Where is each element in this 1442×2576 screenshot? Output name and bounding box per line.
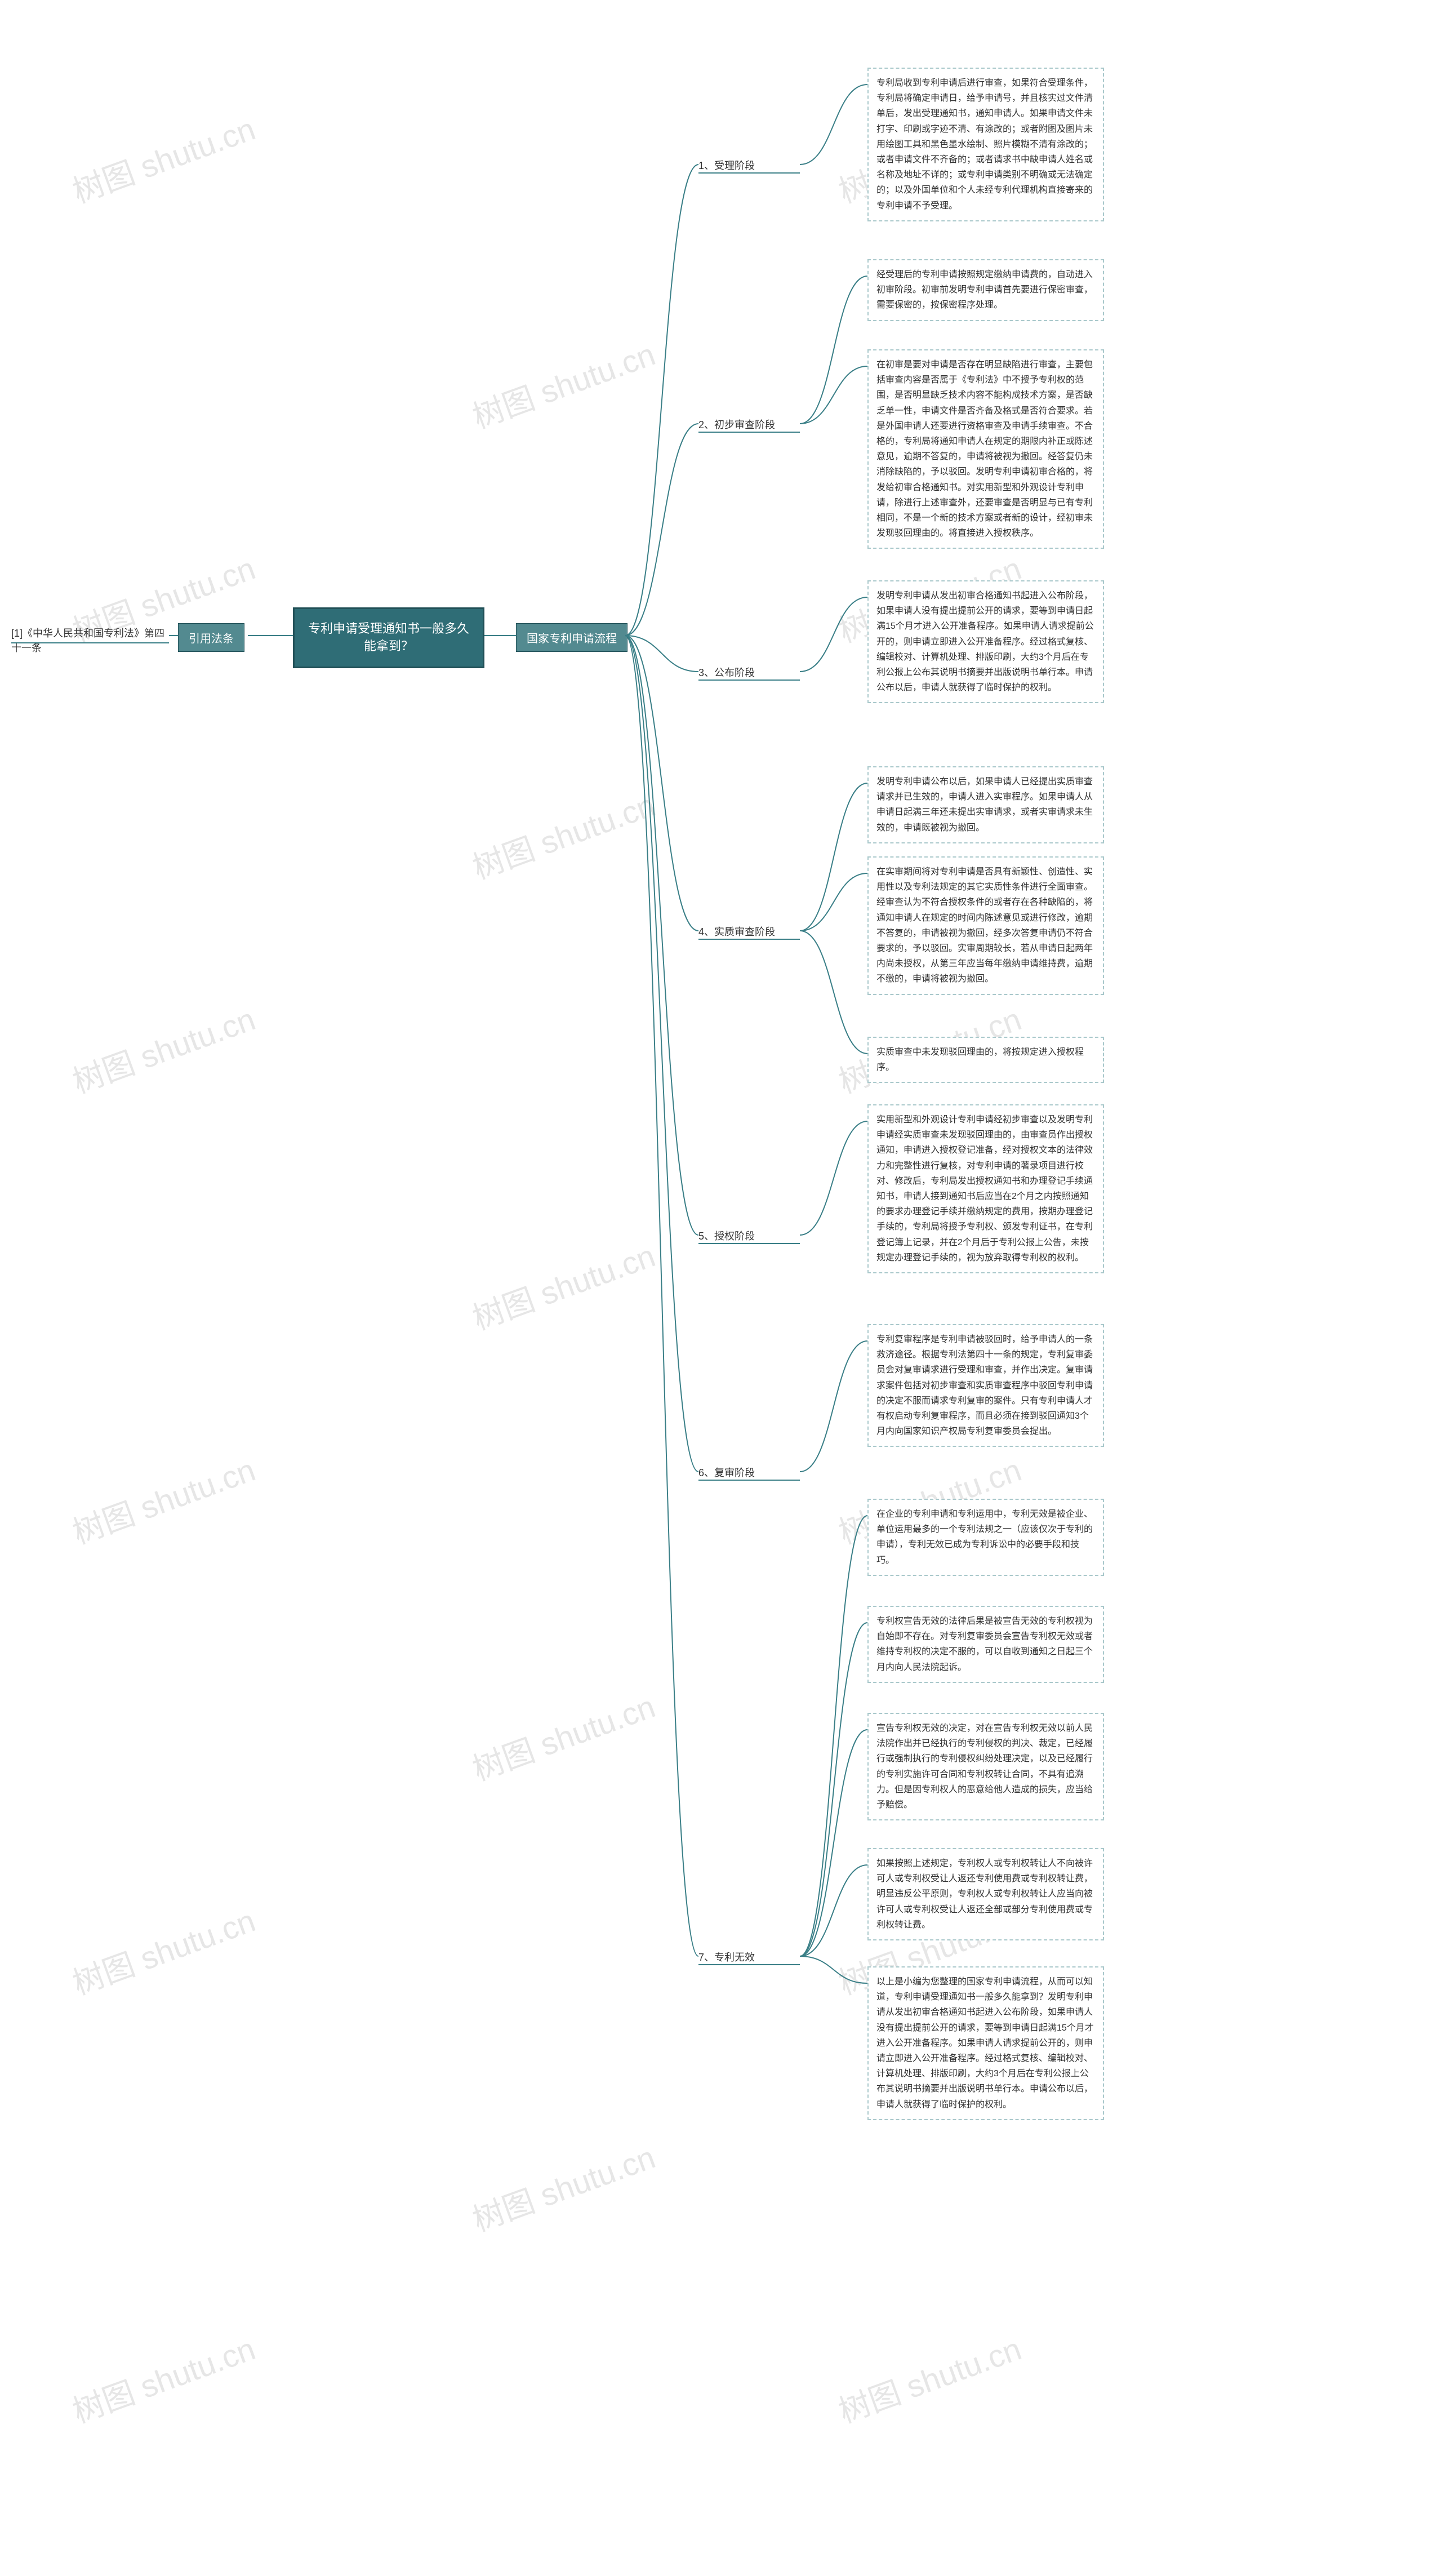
stage-underline — [698, 1480, 800, 1481]
stage-label: 3、公布阶段 — [698, 665, 755, 679]
stage-label: 5、授权阶段 — [698, 1228, 755, 1243]
leaf-box: 如果按照上述规定，专利权人或专利权转让人不向被许可人或专利权受让人返还专利使用费… — [867, 1848, 1104, 1940]
stage-label: 2、初步审查阶段 — [698, 417, 775, 432]
leaf-box: 发明专利申请从发出初审合格通知书起进入公布阶段，如果申请人没有提出提前公开的请求… — [867, 580, 1104, 703]
watermark: 树图 shutu.cn — [65, 994, 261, 1102]
watermark: 树图 shutu.cn — [65, 1895, 261, 2004]
leaf-box: 专利复审程序是专利申请被驳回时，给予申请人的一条救济途径。根据专利法第四十一条的… — [867, 1324, 1104, 1447]
branch-citation: 引用法条 — [178, 623, 244, 652]
leaf-box: 在初审是要对申请是否存在明显缺陷进行审查，主要包括审查内容是否属于《专利法》中不… — [867, 349, 1104, 549]
leaf-box: 实用新型和外观设计专利申请经初步审查以及发明专利申请经实质审查未发现驳回理由的，… — [867, 1104, 1104, 1273]
watermark: 树图 shutu.cn — [465, 780, 661, 888]
leaf-box: 以上是小编为您整理的国家专利申请流程，从而可以知道，专利申请受理通知书一般多久能… — [867, 1966, 1104, 2120]
connectors — [0, 0, 1442, 2576]
stage-underline — [698, 939, 800, 940]
watermark: 树图 shutu.cn — [465, 329, 661, 437]
leaf-box: 在企业的专利申请和专利运用中，专利无效是被企业、单位运用最多的一个专利法规之一（… — [867, 1499, 1104, 1576]
stage-label: 6、复审阶段 — [698, 1465, 755, 1480]
branch-process: 国家专利申请流程 — [516, 623, 627, 652]
stage-label: 4、实质审查阶段 — [698, 924, 775, 939]
stage-underline — [698, 679, 800, 681]
left-leaf-underline — [11, 642, 169, 643]
stage-label: 7、专利无效 — [698, 1949, 755, 1964]
stage-underline — [698, 1243, 800, 1244]
leaf-box: 经受理后的专利申请按照规定缴纳申请费的，自动进入初审阶段。初审前发明专利申请首先… — [867, 259, 1104, 321]
stage-label: 1、受理阶段 — [698, 158, 755, 172]
root-node: 专利申请受理通知书一般多久能拿到？ — [293, 607, 484, 668]
watermark: 树图 shutu.cn — [465, 1681, 661, 1789]
watermark: 树图 shutu.cn — [465, 1231, 661, 1339]
stage-underline — [698, 172, 800, 174]
left-leaf: [1]《中华人民共和国专利法》第四十一条 — [11, 625, 169, 655]
leaf-box: 发明专利申请公布以后，如果申请人已经提出实质审查请求并已生效的，申请人进入实审程… — [867, 766, 1104, 843]
watermark: 树图 shutu.cn — [65, 104, 261, 212]
leaf-box: 在实审期间将对专利申请是否具有新颖性、创造性、实用性以及专利法规定的其它实质性条… — [867, 856, 1104, 995]
leaf-box: 实质审查中未发现驳回理由的，将按规定进入授权程序。 — [867, 1037, 1104, 1083]
watermark: 树图 shutu.cn — [465, 2132, 661, 2240]
stage-underline — [698, 432, 800, 433]
stage-underline — [698, 1964, 800, 1965]
watermark: 树图 shutu.cn — [831, 2324, 1027, 2432]
leaf-box: 专利权宣告无效的法律后果是被宣告无效的专利权视为自始即不存在。对专利复审委员会宣… — [867, 1606, 1104, 1683]
leaf-box: 专利局收到专利申请后进行审查，如果符合受理条件，专利局将确定申请日，给予申请号，… — [867, 68, 1104, 221]
watermark: 树图 shutu.cn — [65, 2324, 261, 2432]
watermark: 树图 shutu.cn — [65, 1445, 261, 1553]
leaf-box: 宣告专利权无效的决定，对在宣告专利权无效以前人民法院作出并已经执行的专利侵权的判… — [867, 1713, 1104, 1820]
